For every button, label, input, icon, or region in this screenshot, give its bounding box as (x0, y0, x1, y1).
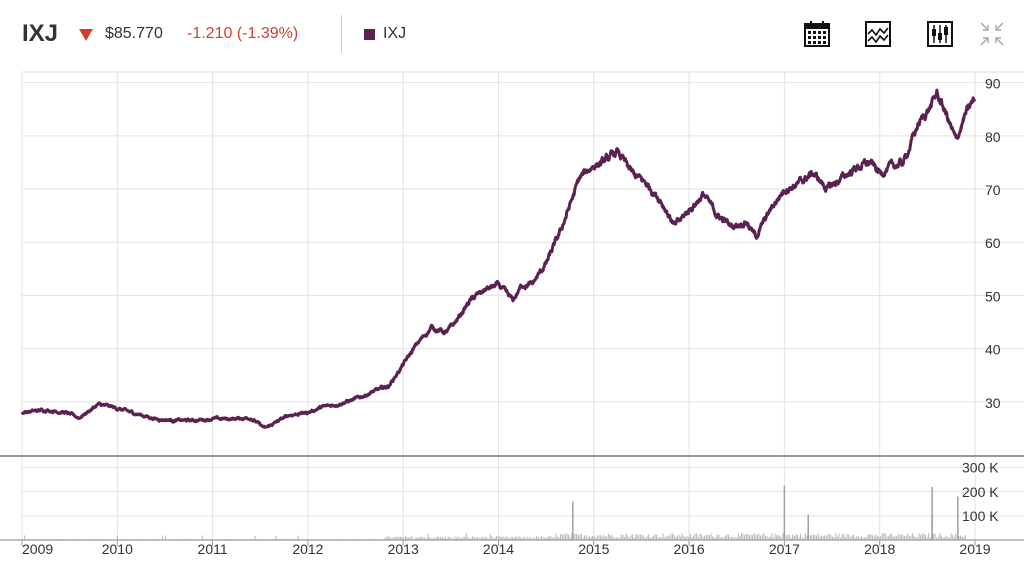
legend-label: IXJ (383, 25, 407, 42)
y-tick-label: 30 (985, 395, 1001, 411)
x-tick-label: 2013 (388, 541, 419, 557)
volume-tick-label: 200 K (962, 484, 999, 500)
price-change: -1.210 (-1.39%) (187, 25, 299, 42)
grid-layer (0, 71, 1024, 540)
y-tick-label: 60 (985, 235, 1001, 251)
expand-icon[interactable] (978, 20, 1006, 48)
x-tick-label: 2014 (483, 541, 514, 557)
y-tick-label: 40 (985, 342, 1001, 358)
x-tick-label: 2011 (198, 541, 228, 557)
y-tick-label: 80 (985, 129, 1001, 145)
x-tick-label: 2015 (578, 541, 609, 557)
y-tick-label: 50 (985, 288, 1001, 304)
indicators-icon[interactable] (926, 20, 954, 48)
volume-tick-label: 300 K (962, 460, 999, 476)
x-tick-label: 2018 (864, 541, 895, 557)
axis-layer: 30 40 50 60 70 80 90 2009 2010 2011 2012 2013 2014 20… (0, 76, 1024, 557)
x-tick-label: 2016 (674, 541, 705, 557)
x-tick-label: 2019 (959, 541, 990, 557)
series-line-ixj (20, 88, 977, 429)
down-arrow-icon (79, 29, 93, 41)
legend-swatch (364, 29, 375, 40)
last-price: $85.770 (105, 25, 163, 42)
volume-layer (22, 485, 966, 540)
x-tick-label: 2012 (292, 541, 323, 557)
y-tick-label: 90 (985, 76, 1001, 92)
price-layer (20, 88, 977, 429)
header-divider (341, 15, 342, 53)
y-tick-label: 70 (985, 182, 1001, 198)
calendar-icon[interactable] (803, 20, 831, 48)
chart-type-icon[interactable] (864, 20, 892, 48)
x-tick-label: 2017 (769, 541, 800, 557)
ticker-symbol: IXJ (22, 20, 59, 47)
volume-tick-label: 100 K (962, 508, 999, 524)
chart-header: IXJ $85.770 -1.210 (-1.39%) IXJ (0, 0, 1024, 70)
x-tick-label: 2009 (22, 541, 53, 557)
x-tick-label: 2010 (102, 541, 133, 557)
